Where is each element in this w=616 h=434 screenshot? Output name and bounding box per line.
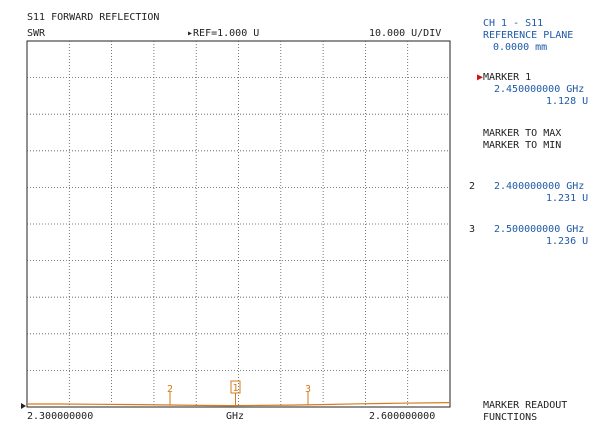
reference-value: REF=1.000 U — [193, 28, 260, 39]
active-marker-label: MARKER 1 — [483, 72, 532, 83]
marker-2-value: 1.231 U — [546, 193, 589, 204]
readout-line-1: MARKER READOUT — [483, 400, 568, 411]
marker-1-label[interactable]: 1 — [233, 383, 239, 394]
reference-plane-value: 0.0000 mm — [493, 42, 548, 53]
reference-pointer-icon: ▸ — [187, 28, 194, 39]
marker-2-index: 2 — [469, 181, 476, 192]
channel-label: CH 1 - S11 — [483, 18, 544, 29]
reference-level: ▸REF=1.000 U — [187, 28, 259, 40]
start-frequency: 2.300000000 — [27, 411, 94, 422]
reference-plane-label: REFERENCE PLANE — [483, 30, 574, 41]
reference-position-arrow — [21, 403, 26, 409]
frequency-unit: GHz — [226, 411, 245, 422]
graticule-grid — [27, 41, 450, 407]
marker-3-frequency: 2.500000000 GHz — [494, 224, 585, 235]
readout-line-2: FUNCTIONS — [483, 412, 538, 423]
measurement-title: S11 FORWARD REFLECTION — [27, 12, 160, 23]
marker-3-index: 3 — [469, 224, 476, 235]
format-label: SWR — [27, 28, 46, 39]
active-marker-value: 1.128 U — [546, 96, 589, 107]
softkey-marker-readout-functions[interactable]: MARKER READOUT FUNCTIONS — [483, 400, 567, 424]
marker-3-label[interactable]: 3 — [305, 384, 311, 395]
marker-2-frequency: 2.400000000 GHz — [494, 181, 585, 192]
stop-frequency: 2.600000000 — [369, 411, 436, 422]
softkey-marker-1[interactable]: ▶MARKER 1 — [477, 72, 531, 84]
softkey-marker-to-min[interactable]: MARKER TO MIN — [483, 140, 562, 151]
marker-3-value: 1.236 U — [546, 236, 589, 247]
s11-trace — [27, 402, 451, 407]
scale-per-division: 10.000 U/DIV — [369, 28, 442, 39]
active-marker-frequency: 2.450000000 GHz — [494, 84, 585, 95]
softkey-marker-to-max[interactable]: MARKER TO MAX — [483, 128, 562, 139]
active-softkey-pointer-icon: ▶ — [477, 72, 484, 83]
marker-2-label[interactable]: 2 — [167, 384, 173, 395]
